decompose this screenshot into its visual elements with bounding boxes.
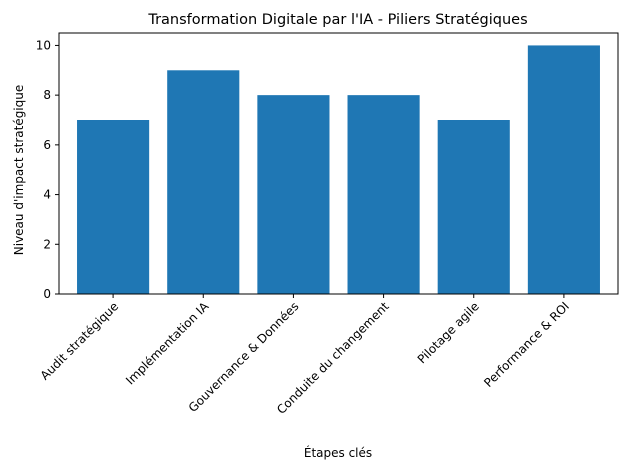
bar-0 (77, 120, 150, 294)
y-tick-label-5: 10 (36, 38, 51, 52)
x-tick-label-4: Pilotage agile (415, 299, 482, 366)
bars-group (77, 45, 600, 295)
plot-frame (58, 32, 619, 295)
y-tick-label-4: 8 (43, 88, 51, 102)
x-tick-label-1: Implémentation IA (123, 299, 212, 388)
y-tick-label-2: 4 (43, 188, 51, 202)
y-tick-label-1: 2 (43, 237, 51, 251)
x-axis: Audit stratégique Implémentation IAGouver… (38, 294, 572, 417)
bar-2 (257, 95, 330, 295)
chart-title: Transformation Digitale par l'IA - Pilie… (147, 12, 527, 28)
y-axis: 0 2 4 6 8 10 (36, 38, 59, 301)
y-tick-label-3: 6 (43, 138, 51, 152)
bar-1 (167, 70, 240, 295)
x-axis-label: Étapes clés (304, 445, 372, 460)
bar-5 (527, 45, 600, 294)
x-tick-label-0: Audit stratégique (38, 299, 122, 383)
bar-3 (347, 95, 420, 295)
y-axis-label: Niveau d'impact stratégique (12, 85, 26, 255)
bar-4 (437, 120, 510, 294)
y-tick-label-0: 0 (43, 287, 51, 301)
x-tick-label-5: Performance & ROI (481, 299, 572, 390)
